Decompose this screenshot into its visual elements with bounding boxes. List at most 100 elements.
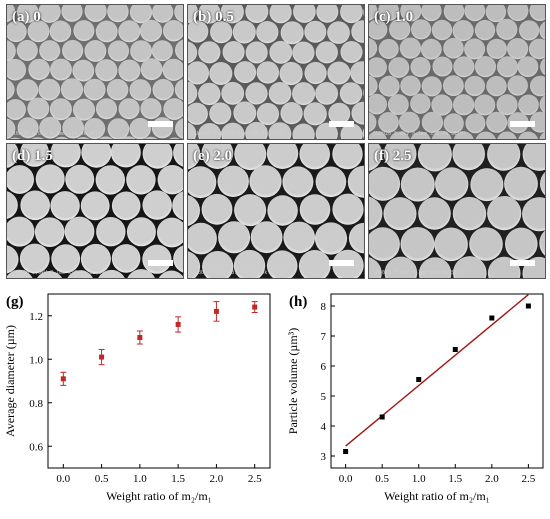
microsphere — [400, 227, 435, 261]
sem-panel-f: (f) 2.5 SU8020 5.0kV 8.1mm x10.0k SE(U) — [368, 143, 546, 279]
microsphere — [51, 244, 81, 274]
microsphere — [188, 5, 198, 24]
x-tick-label: 0.0 — [339, 473, 353, 485]
microsphere — [245, 82, 268, 105]
plot-frame — [47, 293, 271, 469]
microsphere — [418, 257, 452, 278]
microsphere — [507, 5, 529, 22]
microsphere — [174, 79, 183, 100]
microsphere — [220, 5, 244, 24]
microsphere — [383, 197, 417, 231]
microsphere — [107, 118, 130, 139]
microsphere — [80, 243, 111, 274]
microsphere — [518, 94, 539, 116]
microsphere — [34, 217, 65, 247]
sem-panel-a: (a) 0 SU8020 5.0kV 8.1mm x10.0k SE(U) — [6, 4, 184, 140]
microsphere — [80, 191, 110, 221]
scale-bar — [329, 121, 354, 127]
microsphere — [95, 59, 118, 82]
microsphere — [485, 5, 507, 23]
sem-panel-c: (c) 1.0 SU8020 5.0kV 8.1mm x10.0k SE(U) — [368, 4, 546, 140]
microsphere — [369, 5, 378, 21]
microsphere — [50, 191, 80, 221]
microsphere — [378, 38, 399, 59]
microsphere — [453, 56, 475, 78]
microsphere — [369, 131, 387, 139]
microsphere — [363, 88, 364, 97]
microsphere — [470, 168, 504, 202]
y-tick-label: 1.0 — [29, 354, 43, 366]
y-tick-label: 3 — [321, 451, 327, 463]
scale-bar — [510, 260, 535, 266]
microsphere — [400, 5, 422, 22]
microsphere — [539, 131, 545, 139]
microsphere — [443, 37, 464, 59]
x-tick-label: 0.0 — [56, 473, 70, 485]
microsphere — [303, 102, 327, 126]
microsphere — [256, 21, 279, 44]
microsphere — [464, 5, 486, 22]
microsphere — [452, 196, 487, 231]
microsphere — [210, 21, 233, 44]
microsphere — [110, 144, 141, 168]
microsphere — [280, 102, 303, 125]
microsphere — [108, 40, 129, 62]
microsphere — [332, 193, 364, 225]
sem-panel-b: (b) 0.5 SU8020 5.0kV 8.1mm x10.0k SE(U) — [187, 4, 365, 140]
data-point — [137, 335, 143, 340]
microsphere — [188, 61, 209, 85]
data-point — [175, 321, 181, 327]
microsphere — [504, 166, 538, 201]
microsphere — [144, 136, 158, 139]
microsphere — [126, 165, 156, 195]
microsphere — [400, 167, 435, 202]
microsphere — [529, 5, 545, 21]
microsphere — [421, 76, 442, 97]
x-tick-label: 0.5 — [375, 473, 389, 485]
microsphere — [351, 101, 364, 125]
microsphere — [378, 75, 400, 97]
microsphere — [67, 270, 93, 278]
microsphere — [369, 75, 378, 96]
microsphere — [469, 227, 503, 261]
panel-label: (e) 2.0 — [193, 148, 233, 164]
microsphere — [163, 20, 183, 42]
microsphere — [388, 57, 410, 78]
x-tick-label: 2.5 — [248, 473, 262, 485]
microsphere — [539, 230, 545, 256]
microsphere — [245, 121, 268, 139]
microsphere — [431, 130, 452, 139]
data-point — [99, 354, 105, 360]
microsphere — [61, 5, 83, 22]
microsphere — [27, 97, 50, 120]
microsphere — [431, 19, 453, 41]
microsphere — [7, 99, 26, 120]
y-tick-label: 5 — [321, 391, 327, 403]
microsphere — [256, 61, 279, 84]
microsphere — [198, 41, 221, 64]
microsphere — [201, 193, 233, 225]
microsphere — [434, 227, 468, 262]
x-tick-label: 2.5 — [522, 473, 536, 485]
microsphere — [7, 216, 35, 247]
microsphere — [410, 57, 431, 77]
microsphere — [443, 5, 465, 22]
microsphere — [172, 191, 183, 221]
microsphere — [162, 58, 183, 81]
microsphere — [168, 137, 181, 139]
sem-info: SU8020 5.0kV 8.1mm x10.0k SE(U) — [192, 131, 286, 137]
microsphere — [443, 75, 464, 96]
y-tick-label: 4 — [321, 421, 327, 433]
microsphere — [539, 21, 545, 40]
microsphere — [62, 116, 84, 139]
microsphere — [351, 20, 364, 43]
microsphere — [314, 222, 348, 255]
microsphere — [304, 20, 327, 43]
microsphere — [497, 56, 518, 78]
microsphere — [7, 5, 16, 23]
microsphere — [474, 19, 496, 41]
microsphere — [188, 222, 217, 255]
data-point — [379, 414, 385, 420]
microsphere — [507, 38, 529, 60]
sem-image — [369, 144, 545, 278]
